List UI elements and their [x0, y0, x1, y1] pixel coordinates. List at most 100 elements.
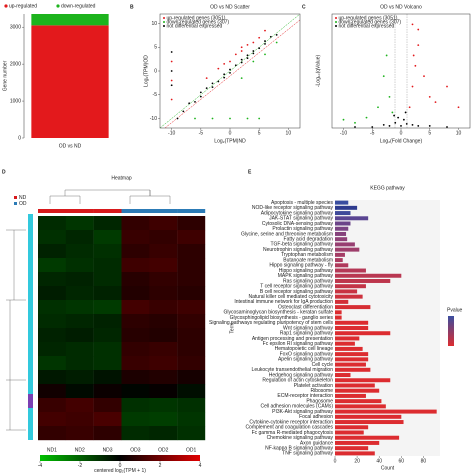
- column-label: OD2: [158, 447, 169, 453]
- bar: [335, 393, 366, 398]
- y-tick-label: -10: [150, 116, 157, 122]
- heatmap-cell: [65, 384, 94, 399]
- point: [446, 85, 448, 88]
- bar: [335, 221, 351, 226]
- bar: [335, 373, 351, 378]
- y-axis-label: Term: [229, 322, 235, 333]
- bar: [335, 336, 360, 341]
- heatmap-cell: [65, 342, 94, 357]
- heatmap-cell: [177, 244, 206, 259]
- heatmap-cell: [149, 230, 178, 245]
- heatmap-cell: [93, 398, 122, 413]
- heatmap-cell: [65, 216, 94, 231]
- bar: [335, 216, 369, 221]
- bar: [335, 440, 380, 445]
- x-tick-label: OD vs ND: [59, 143, 82, 149]
- heatmap-cell: [177, 342, 206, 357]
- bar: [335, 299, 349, 304]
- y-axis-label: Gene number: [2, 60, 8, 91]
- heatmap-cell: [121, 384, 150, 399]
- point: [258, 36, 261, 39]
- point: [205, 87, 208, 89]
- legend-label: not differential expressed: [339, 23, 395, 29]
- x-axis-label: Log₂(Fold Change): [380, 138, 423, 144]
- y-tick-label: Cytokine-cytokine receptor interaction: [249, 419, 333, 425]
- heatmap-cell: [38, 272, 67, 287]
- y-tick-label: JAK-STAT signaling pathway: [269, 216, 333, 222]
- bar: [335, 331, 391, 336]
- bar: [335, 341, 355, 346]
- x-tick-label: -5: [370, 130, 375, 136]
- bar: [335, 278, 391, 283]
- y-tick-label: 0: [18, 135, 21, 141]
- heatmap-cell: [65, 258, 94, 273]
- point: [188, 102, 191, 105]
- bar: [335, 305, 371, 310]
- point: [400, 125, 402, 127]
- heatmap-cell: [121, 244, 150, 259]
- y-tick-label: Fc epsilon RI signaling pathway: [263, 341, 334, 347]
- point: [417, 125, 420, 127]
- group-bar: [38, 209, 67, 213]
- point: [246, 54, 249, 57]
- y-tick-label: Osteoclast differentiation: [278, 304, 333, 310]
- y-tick-label: Hematopoietic cell lineage: [275, 346, 334, 352]
- chart-title: Heatmap: [111, 175, 132, 181]
- heatmap-cell: [121, 426, 150, 441]
- point: [402, 118, 405, 121]
- column-label: ND2: [75, 447, 85, 453]
- heatmap-cell: [65, 230, 94, 245]
- heatmap-cell: [65, 328, 94, 343]
- point: [223, 73, 226, 76]
- heatmap-cell: [149, 398, 178, 413]
- point: [240, 61, 243, 64]
- heatmap-cell: [177, 286, 206, 301]
- bar: [335, 205, 358, 210]
- bar: [335, 211, 351, 216]
- x-tick-label: -10: [168, 130, 175, 136]
- point: [354, 121, 356, 124]
- y-tick-label: 10: [151, 21, 157, 27]
- y-tick-label: Hippo signaling pathway - fly: [269, 263, 333, 269]
- heatmap-cell: [149, 272, 178, 287]
- legend-marker: [163, 21, 165, 23]
- y-tick-label: Wnt signaling pathway: [283, 325, 334, 331]
- y-tick-label: Tryptophan metabolism: [281, 252, 333, 258]
- y-tick-label: Signaling pathways regulating pluripoten…: [209, 320, 333, 326]
- bar: [335, 435, 400, 440]
- bar: [335, 200, 349, 205]
- y-tick-label: Ras signaling pathway: [283, 278, 334, 284]
- y-tick-label: Apoptosis - multiple species: [271, 200, 333, 206]
- heatmap-cell: [93, 216, 122, 231]
- group-bar: [93, 209, 122, 213]
- x-axis-label: Log₂(TPM)ND: [214, 138, 246, 144]
- point: [391, 111, 394, 114]
- point: [354, 126, 356, 128]
- point: [223, 62, 226, 65]
- color-tick-label: -4: [38, 463, 43, 469]
- guide-line: [164, 19, 301, 129]
- point: [385, 54, 388, 57]
- point: [394, 121, 397, 124]
- color-bar-label: centered log₂(TPM + 1): [94, 468, 146, 474]
- x-tick-label: 5: [428, 130, 431, 136]
- point: [240, 50, 243, 52]
- y-tick-label: Neurotrophin signaling pathway: [263, 247, 334, 253]
- bar: [335, 357, 369, 362]
- column-label: ND3: [103, 447, 113, 453]
- bar: [335, 310, 342, 315]
- color-tick-label: 4: [199, 463, 202, 469]
- group-bar: [65, 209, 94, 213]
- point: [382, 123, 385, 126]
- bar: [335, 284, 366, 289]
- legend-label: not differential expressed: [167, 23, 223, 29]
- heatmap-cell: [93, 342, 122, 357]
- guide-line: [159, 13, 301, 129]
- heatmap-cell: [149, 426, 178, 441]
- point: [408, 106, 411, 109]
- bar: [335, 367, 371, 372]
- bar: [335, 237, 348, 242]
- point: [234, 53, 237, 56]
- heatmap-cell: [149, 258, 178, 273]
- point: [170, 70, 173, 72]
